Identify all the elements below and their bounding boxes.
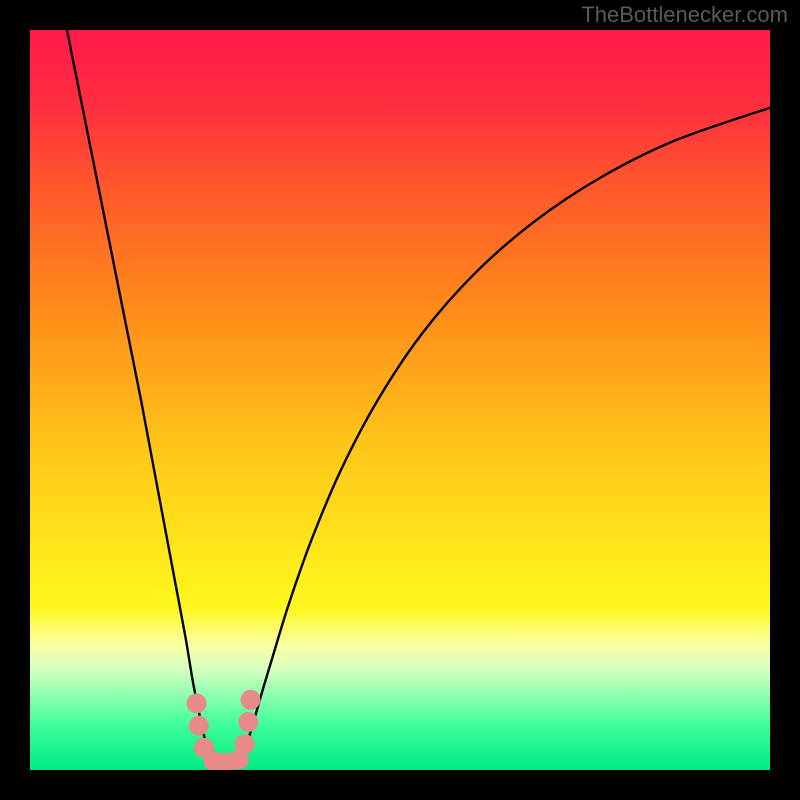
data-marker: [241, 690, 261, 710]
watermark-text: TheBottlenecker.com: [581, 2, 788, 28]
data-marker: [187, 693, 207, 713]
data-marker: [238, 712, 258, 732]
data-marker: [189, 716, 209, 736]
chart-frame: TheBottlenecker.com: [0, 0, 800, 800]
data-marker: [235, 734, 255, 754]
plot-area: [0, 0, 800, 800]
plot-svg: [0, 0, 800, 800]
